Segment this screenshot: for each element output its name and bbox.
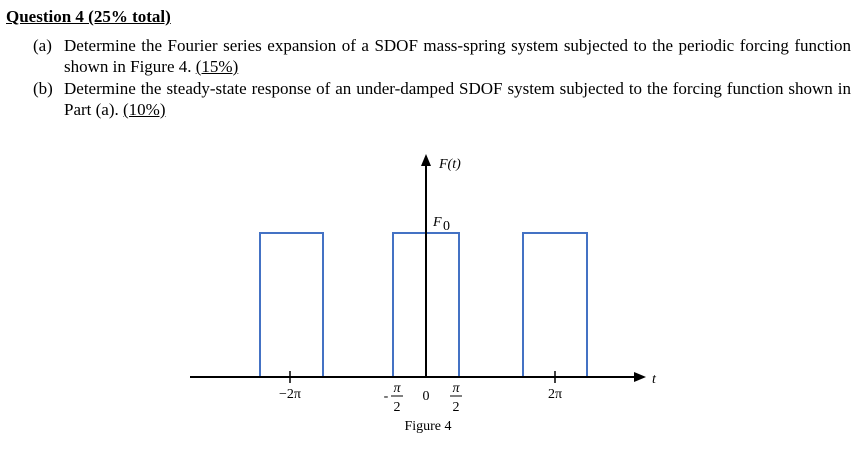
part-weight: (10%) [123,100,166,119]
part: (b) Determine the steady-state response o… [33,78,851,120]
y-arrow [421,154,431,166]
part-text: Determine the steady-state response of a… [64,79,851,119]
amplitude-subscript: 0 [443,219,450,234]
tick-denominator: 2 [394,400,401,415]
x-label: t [652,372,657,387]
pulse [522,232,588,377]
amplitude-symbol: F [432,215,442,230]
tick-label: −2π [279,387,301,402]
part-weight: (15%) [195,57,239,76]
part-text: Determine the Fourier series expansion o… [64,36,851,76]
x-arrow [634,372,646,382]
tick-numerator: π [393,381,401,396]
figure-caption: Figure 4 [404,419,451,434]
y-label: F(t) [438,157,461,172]
part-label: (a) [33,36,52,55]
tick-denominator: 2 [453,400,460,415]
tick-minus: - [384,389,389,404]
tick-label: 2π [548,387,562,402]
tick-numerator: π [452,381,460,396]
question-title: Question 4 (25% total) [6,7,171,26]
pulses [259,232,588,377]
part: (a) Determine the Fourier series expansio… [33,35,851,77]
part-label: (b) [33,79,53,98]
pulse [259,232,324,377]
tick-label: 0 [423,389,430,404]
